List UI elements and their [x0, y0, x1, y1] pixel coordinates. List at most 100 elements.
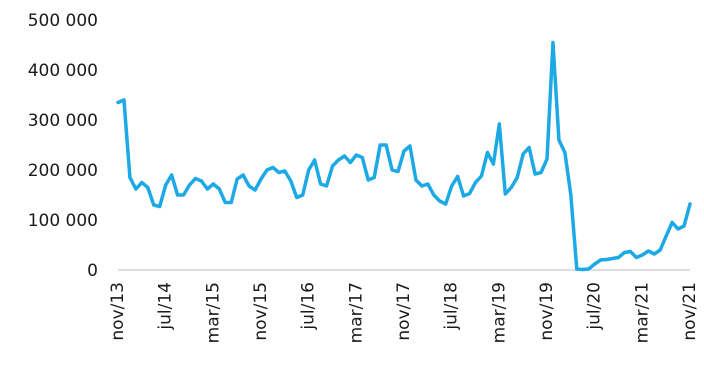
data-point	[205, 187, 209, 191]
data-point	[652, 252, 656, 256]
data-point	[634, 255, 638, 260]
data-point	[384, 143, 388, 147]
data-point	[527, 145, 531, 150]
data-point	[610, 256, 615, 261]
x-tick-label: mar/19	[489, 282, 509, 343]
y-axis-tick-labels: 0 100 000 200 000 300 000 400 000 500 000	[28, 11, 98, 281]
data-point	[682, 224, 686, 228]
data-point	[539, 170, 543, 175]
data-point	[503, 192, 507, 196]
data-point	[313, 158, 317, 162]
x-tick-label: nov/17	[394, 282, 414, 341]
y-tick-label: 200 000	[28, 161, 98, 181]
data-point	[158, 204, 162, 209]
data-point	[461, 194, 466, 198]
data-point	[557, 138, 561, 142]
data-point	[485, 150, 490, 155]
data-point	[450, 184, 454, 188]
x-tick-label: mar/21	[632, 282, 652, 343]
x-tick-label: nov/13	[108, 282, 128, 341]
data-point	[223, 200, 227, 205]
data-point	[170, 173, 174, 177]
data-point	[342, 154, 347, 158]
data-point	[575, 267, 579, 271]
data-point	[175, 193, 180, 197]
x-tick-label: nov/15	[251, 282, 271, 341]
data-point	[289, 179, 293, 183]
data-point	[616, 255, 621, 260]
data-point	[354, 153, 358, 157]
data-point	[271, 165, 275, 170]
data-point	[372, 175, 376, 180]
data-point	[116, 100, 120, 105]
data-point	[473, 180, 478, 185]
data-point	[247, 184, 251, 188]
data-point	[414, 178, 418, 182]
data-point	[676, 227, 680, 231]
y-tick-label: 100 000	[28, 211, 98, 231]
data-point	[211, 182, 215, 186]
series-line	[116, 40, 692, 272]
data-point	[324, 184, 329, 188]
data-point	[599, 258, 603, 262]
data-point	[283, 169, 287, 173]
data-point	[545, 157, 549, 161]
data-point	[217, 187, 221, 191]
data-point	[295, 195, 299, 200]
data-point	[140, 180, 144, 185]
data-point	[187, 183, 192, 187]
data-point	[551, 40, 555, 45]
data-point	[134, 187, 138, 191]
data-point	[360, 155, 364, 160]
data-point	[438, 199, 442, 203]
data-point	[587, 267, 591, 271]
data-point	[330, 164, 335, 168]
data-point	[581, 267, 585, 272]
data-point	[164, 183, 168, 187]
data-point	[569, 193, 573, 197]
data-point	[390, 168, 394, 172]
data-point	[640, 253, 644, 257]
data-point	[122, 98, 126, 102]
data-point	[259, 177, 263, 181]
data-point	[664, 234, 668, 238]
data-point	[420, 184, 424, 188]
data-point	[301, 193, 305, 197]
data-point	[658, 248, 662, 252]
data-point	[235, 177, 239, 181]
data-point	[670, 220, 674, 225]
x-tick-label: nov/19	[537, 282, 557, 341]
data-point	[509, 185, 513, 190]
data-point	[646, 249, 650, 253]
data-point	[533, 172, 537, 176]
y-tick-label: 500 000	[28, 11, 98, 31]
data-point	[128, 175, 132, 180]
x-axis-tick-labels: nov/13 jul/14 mar/15 nov/15 jul/16 mar/17 nov/…	[108, 282, 700, 343]
data-point	[348, 160, 352, 165]
data-point	[146, 185, 150, 190]
data-point	[241, 173, 245, 177]
y-tick-label: 0	[87, 261, 98, 281]
data-point	[497, 122, 501, 126]
data-point	[432, 193, 436, 197]
data-point	[181, 193, 186, 197]
data-point	[593, 262, 597, 266]
data-point	[628, 249, 633, 254]
data-point	[318, 182, 323, 186]
x-tick-label: nov/21	[680, 282, 700, 341]
x-tick-label: mar/15	[203, 282, 223, 343]
y-tick-label: 300 000	[28, 111, 98, 131]
y-tick-label: 400 000	[28, 61, 98, 81]
data-point	[456, 174, 460, 179]
data-point	[688, 202, 692, 206]
data-point	[521, 152, 525, 156]
data-point	[622, 250, 627, 255]
x-tick-label: jul/14	[156, 282, 176, 331]
data-point	[277, 170, 281, 175]
x-tick-label: jul/18	[442, 282, 462, 331]
data-point	[152, 203, 156, 207]
data-point	[193, 176, 198, 181]
data-point	[229, 200, 233, 205]
